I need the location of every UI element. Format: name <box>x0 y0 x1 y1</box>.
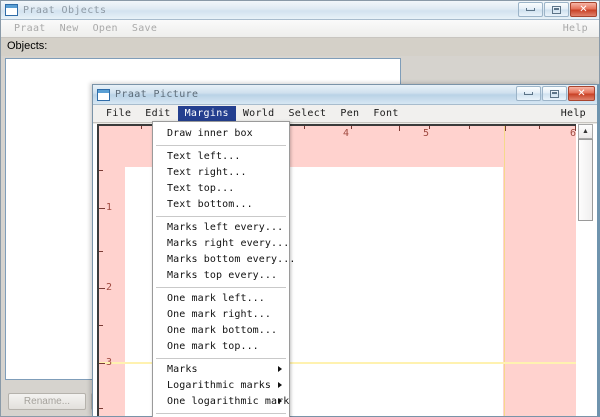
minimize-button[interactable] <box>516 86 541 101</box>
picture-window-title: Praat Picture <box>115 89 199 100</box>
margins-dropdown-menu: Draw inner box Text left... Text right..… <box>152 121 296 417</box>
minimize-icon <box>524 92 533 95</box>
maximize-button[interactable] <box>544 2 569 17</box>
chevron-right-icon <box>278 366 282 372</box>
close-icon: ✕ <box>579 3 588 15</box>
chevron-right-icon <box>278 382 282 388</box>
picture-titlebar[interactable]: Praat Picture ✕ <box>93 85 597 105</box>
horizontal-guide-line <box>99 362 576 364</box>
rename-button[interactable]: Rename... <box>8 393 86 410</box>
menu-new[interactable]: New <box>59 23 79 34</box>
menu-item-logarithmic-marks-label: Logarithmic marks <box>167 380 272 391</box>
menu-item-draw-inner-box[interactable]: Draw inner box <box>167 128 253 139</box>
minimize-button[interactable] <box>518 2 543 17</box>
menu-help-objects[interactable]: Help <box>562 23 588 34</box>
maximize-icon <box>552 5 561 14</box>
close-button[interactable]: ✕ <box>570 2 597 17</box>
praat-picture-window: Praat Picture ✕ File Edit Margins World … <box>92 84 600 417</box>
objects-window-controls: ✕ <box>518 2 597 17</box>
picture-vertical-scrollbar[interactable]: ▲ <box>578 124 593 416</box>
menu-praat[interactable]: Praat <box>14 23 46 34</box>
menu-item-one-logarithmic-mark-label: One logarithmic mark <box>167 396 290 407</box>
menu-separator <box>156 413 286 414</box>
menu-select[interactable]: Select <box>288 108 327 119</box>
menu-separator <box>156 216 286 217</box>
objects-list-label: Objects: <box>1 38 599 56</box>
menu-open[interactable]: Open <box>92 23 118 34</box>
menu-pen[interactable]: Pen <box>340 108 360 119</box>
left-ruler-label-1: 1 <box>106 202 113 213</box>
picture-window-controls: ✕ <box>516 86 595 101</box>
maximize-button[interactable] <box>542 86 567 101</box>
close-button[interactable]: ✕ <box>568 86 595 101</box>
picture-menubar: File Edit Margins World Select Pen Font … <box>93 105 597 123</box>
maximize-icon <box>550 89 559 98</box>
menu-item-text-top[interactable]: Text top... <box>167 183 235 194</box>
window-icon <box>97 88 110 101</box>
menu-item-text-bottom[interactable]: Text bottom... <box>167 199 253 210</box>
menu-item-text-left[interactable]: Text left... <box>167 151 241 162</box>
menu-edit[interactable]: Edit <box>145 108 171 119</box>
menu-item-marks-right-every[interactable]: Marks right every... <box>167 238 290 249</box>
menu-separator <box>156 287 286 288</box>
menu-help-picture[interactable]: Help <box>560 108 586 119</box>
menu-save[interactable]: Save <box>131 23 158 34</box>
top-ruler-label-4: 4 <box>343 128 350 139</box>
objects-titlebar[interactable]: Praat Objects ✕ <box>1 1 599 20</box>
menu-font[interactable]: Font <box>373 108 399 119</box>
top-ruler-label-5: 5 <box>423 128 430 139</box>
menu-separator <box>156 145 286 146</box>
top-ruler-label-6: 6 <box>570 128 576 139</box>
menu-item-one-mark-left[interactable]: One mark left... <box>167 293 265 304</box>
minimize-icon <box>526 8 535 11</box>
close-icon: ✕ <box>577 87 586 99</box>
menu-item-one-mark-bottom[interactable]: One mark bottom... <box>167 325 278 336</box>
scroll-up-icon[interactable]: ▲ <box>578 124 593 139</box>
menu-item-logarithmic-marks[interactable]: Logarithmic marks <box>153 378 289 394</box>
menu-item-text-right[interactable]: Text right... <box>167 167 247 178</box>
vertical-guide-line-right <box>504 126 505 416</box>
objects-window-title: Praat Objects <box>23 4 107 16</box>
menu-margins[interactable]: Margins <box>177 106 236 121</box>
menu-file[interactable]: File <box>106 108 132 119</box>
window-icon <box>5 4 18 16</box>
menu-separator <box>156 358 286 359</box>
objects-menubar: Praat New Open Save Help <box>1 20 599 38</box>
menu-item-one-mark-top[interactable]: One mark top... <box>167 341 259 352</box>
chevron-right-icon <box>278 398 282 404</box>
menu-item-marks-left-every[interactable]: Marks left every... <box>167 222 284 233</box>
menu-item-marks-top-every[interactable]: Marks top every... <box>167 270 278 281</box>
scrollbar-thumb[interactable] <box>578 139 593 221</box>
menu-item-one-mark-right[interactable]: One mark right... <box>167 309 272 320</box>
menu-item-marks-label: Marks <box>167 364 198 375</box>
left-ruler: 1 2 3 <box>99 126 113 416</box>
menu-world[interactable]: World <box>242 108 275 119</box>
left-ruler-label-2: 2 <box>106 282 113 293</box>
menu-item-marks-bottom-every[interactable]: Marks bottom every... <box>167 254 296 265</box>
menu-item-one-logarithmic-mark[interactable]: One logarithmic mark <box>153 394 289 410</box>
menu-item-marks[interactable]: Marks <box>153 362 289 378</box>
